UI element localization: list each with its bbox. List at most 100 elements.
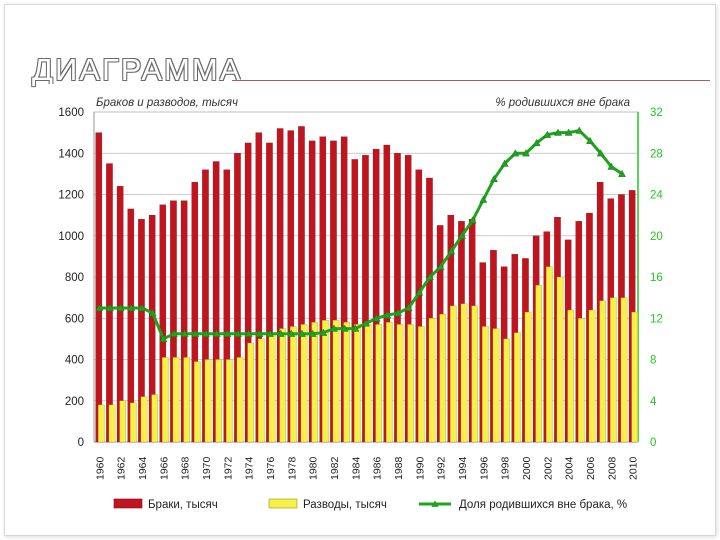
bar-divorces bbox=[108, 404, 116, 443]
marker-out-of-wedlock bbox=[532, 138, 541, 147]
x-tick-label: 1988 bbox=[393, 456, 405, 480]
bar-divorces bbox=[428, 318, 436, 443]
marker-out-of-wedlock bbox=[436, 262, 445, 270]
bar-divorces bbox=[364, 324, 372, 443]
bar-divorces bbox=[215, 359, 222, 443]
y-left-tick-label: 200 bbox=[65, 396, 84, 408]
marker-out-of-wedlock bbox=[426, 272, 434, 281]
marker-out-of-wedlock bbox=[543, 130, 552, 138]
bar-divorces bbox=[482, 326, 489, 443]
x-tick-label: 1996 bbox=[478, 456, 490, 480]
bar-divorces bbox=[204, 359, 212, 443]
y-left-tick-label: 400 bbox=[65, 355, 84, 367]
bar-divorces bbox=[535, 285, 542, 443]
marker-out-of-wedlock bbox=[394, 309, 402, 317]
marker-out-of-wedlock bbox=[234, 329, 242, 337]
marker-out-of-wedlock bbox=[287, 329, 296, 337]
y-left-tick-label: 800 bbox=[65, 272, 84, 284]
marker-out-of-wedlock bbox=[127, 303, 136, 312]
bar-divorces bbox=[183, 357, 190, 443]
bar-divorces bbox=[503, 338, 510, 443]
bar-divorces bbox=[546, 266, 553, 443]
bar-divorces bbox=[300, 324, 308, 443]
bar-divorces bbox=[610, 297, 617, 443]
bar-divorces bbox=[236, 357, 244, 443]
legend-divorces-swatch bbox=[268, 498, 298, 509]
bar-divorces bbox=[599, 300, 606, 443]
marker-out-of-wedlock bbox=[618, 169, 626, 177]
legend-marriages-label: Браки, тысяч bbox=[148, 499, 218, 511]
bar-divorces bbox=[290, 326, 297, 443]
slide-title: ДИАГРАММА bbox=[32, 52, 243, 87]
x-tick-label: 2010 bbox=[628, 456, 640, 480]
x-tick-label: 1964 bbox=[137, 456, 149, 480]
bar-divorces bbox=[631, 311, 638, 443]
bar-divorces bbox=[172, 357, 180, 443]
bar-divorces bbox=[151, 394, 158, 443]
left-axis-title: Браков и разводов, тысяч bbox=[96, 97, 238, 109]
x-tick-label: 1966 bbox=[158, 456, 170, 480]
marker-out-of-wedlock bbox=[383, 311, 392, 319]
marker-out-of-wedlock bbox=[266, 329, 274, 337]
bar-divorces bbox=[226, 359, 233, 443]
marker-out-of-wedlock bbox=[148, 309, 157, 317]
marker-out-of-wedlock bbox=[106, 303, 114, 312]
bar-divorces bbox=[322, 320, 329, 443]
bar-marriages bbox=[106, 163, 113, 443]
marker-out-of-wedlock bbox=[415, 288, 424, 296]
marker-out-of-wedlock bbox=[596, 149, 605, 157]
marker-out-of-wedlock bbox=[554, 128, 562, 136]
marker-out-of-wedlock bbox=[298, 329, 306, 337]
title-underline bbox=[232, 80, 710, 81]
bar-divorces bbox=[140, 396, 148, 443]
marker-out-of-wedlock bbox=[479, 195, 488, 203]
marker-out-of-wedlock bbox=[575, 126, 584, 134]
x-tick-label: 1970 bbox=[201, 456, 213, 480]
bar-divorces bbox=[620, 297, 628, 443]
bar-divorces bbox=[492, 328, 500, 443]
bar-divorces bbox=[514, 332, 521, 443]
x-tick-label: 1974 bbox=[244, 456, 256, 480]
y-right-tick-label: 28 bbox=[650, 148, 663, 160]
bar-divorces bbox=[375, 324, 382, 443]
bar-divorces bbox=[450, 305, 457, 443]
marker-out-of-wedlock bbox=[340, 324, 349, 332]
marker-out-of-wedlock bbox=[212, 329, 221, 337]
y-right-tick-label: 12 bbox=[650, 313, 663, 325]
y-left-tick-label: 0 bbox=[78, 437, 84, 449]
chart-panel: 0 200 400 600 800 1000 1200 1400 1600 0 4 8 12 16 20 24… bbox=[36, 84, 678, 528]
legend-out-of-wedlock-label: Доля родившихся вне брака, % bbox=[459, 499, 627, 511]
x-tick-label: 1968 bbox=[180, 456, 192, 480]
bar-divorces bbox=[354, 324, 361, 443]
bar-divorces bbox=[194, 361, 201, 443]
marker-out-of-wedlock bbox=[95, 303, 104, 312]
x-tick-label: 1984 bbox=[350, 456, 362, 480]
y-left-tick-label: 1600 bbox=[58, 107, 84, 119]
x-tick-label: 2000 bbox=[521, 456, 533, 480]
bar-divorces bbox=[343, 322, 350, 443]
y-left-tick-label: 600 bbox=[65, 313, 84, 325]
bar-divorces bbox=[162, 357, 169, 443]
x-tick-label: 1998 bbox=[500, 456, 512, 480]
right-axis-title: % родившихся вне брака bbox=[495, 97, 630, 109]
marker-out-of-wedlock bbox=[159, 334, 168, 342]
y-right-tick-label: 4 bbox=[650, 396, 657, 408]
x-tick-label: 1990 bbox=[414, 456, 426, 480]
marker-out-of-wedlock bbox=[308, 329, 317, 337]
y-right-tick-label: 16 bbox=[650, 272, 663, 284]
bar-divorces bbox=[524, 311, 532, 443]
marker-out-of-wedlock bbox=[223, 329, 232, 337]
y-right-tick-label: 8 bbox=[650, 355, 656, 367]
x-tick-label: 1976 bbox=[265, 456, 277, 480]
bar-divorces bbox=[279, 328, 286, 443]
legend-divorces-label: Разводы, тысяч bbox=[303, 499, 387, 511]
x-tick-label: 2002 bbox=[542, 456, 554, 480]
x-tick-label: 2008 bbox=[606, 456, 618, 480]
x-tick-label: 1978 bbox=[286, 456, 298, 480]
x-tick-label: 1994 bbox=[457, 456, 469, 480]
y-left-tick-label: 1400 bbox=[58, 148, 84, 160]
bar-divorces bbox=[386, 322, 393, 443]
marker-out-of-wedlock bbox=[607, 162, 616, 170]
x-tick-label: 1960 bbox=[94, 456, 106, 480]
y-left-tick-label: 1000 bbox=[58, 231, 84, 243]
